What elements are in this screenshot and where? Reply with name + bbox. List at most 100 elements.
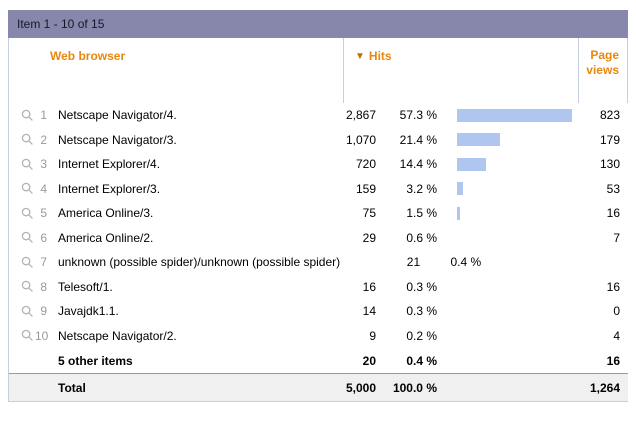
web-browser-report: Item 1 - 10 of 15 Web browser ▼ Hits Page… [8,10,628,402]
table-row: 1 Netscape Navigator/4. 2,867 57.3 % 823 [9,103,628,128]
zoom-cell [9,207,35,220]
browser-name: Internet Explorer/4. [58,157,161,172]
row-rank: 7 [40,255,47,270]
row-rank: 6 [40,230,47,245]
browser-name: Netscape Navigator/4. [58,108,177,123]
page-views-value: 130 [599,157,620,172]
total-hits-value: 5,000 [345,380,376,395]
browser-name: Telesoft/1. [58,279,113,294]
magnifier-icon[interactable] [21,329,34,342]
browser-name: unknown (possible spider)/unknown (possi… [58,255,341,270]
row-rank: 9 [40,304,47,319]
browser-name: America Online/2. [58,230,154,245]
magnifier-icon[interactable] [21,207,34,220]
row-rank: 3 [40,157,47,172]
magnifier-icon[interactable] [21,133,34,146]
table-row: 7 unknown (possible spider)/unknown (pos… [9,250,628,275]
table-row: 3 Internet Explorer/4. 720 14.4 % 130 [9,152,628,177]
hits-value: 16 [362,279,376,294]
hits-percent: 0.2 % [406,328,437,343]
hits-value: 1,070 [345,132,376,147]
zoom-cell [9,280,35,293]
table-row: 10 Netscape Navigator/2. 9 0.2 % 4 [9,324,628,349]
hits-bar [457,108,572,122]
column-header-web-browser[interactable]: Web browser [50,49,126,63]
browser-name: Netscape Navigator/2. [58,328,177,343]
page-views-value: 16 [606,206,620,221]
zoom-cell [9,329,35,342]
total-label: Total [58,380,86,395]
hits-bar [457,133,500,147]
hits-percent: 0.3 % [406,304,437,319]
column-divider [578,38,579,103]
row-rank: 4 [40,181,47,196]
browser-name: America Online/3. [58,206,154,221]
magnifier-icon[interactable] [21,158,34,171]
page-views-value: 16 [606,279,620,294]
table-row: 6 America Online/2. 29 0.6 % 7 [9,226,628,251]
hits-value: 21 [406,255,421,270]
pagination-text: Item 1 - 10 of 15 [17,17,105,31]
zoom-cell [9,305,35,318]
column-divider [627,38,628,103]
hits-bar [457,206,460,220]
page-views-value: 16 [606,353,620,368]
report-table: Web browser ▼ Hits Page views 1 Netscape … [8,38,628,402]
magnifier-icon[interactable] [21,231,34,244]
zoom-cell [9,109,35,122]
page-views-value: 20 [622,255,636,269]
browser-name: Internet Explorer/3. [58,181,161,196]
column-header-page-views[interactable]: Page views [586,48,619,77]
magnifier-icon[interactable] [21,256,34,269]
table-row: 8 Telesoft/1. 16 0.3 % 16 [9,275,628,300]
pagination-bar: Item 1 - 10 of 15 [8,10,628,38]
hits-header-label: Hits [368,49,392,63]
table-row: 9 Javajdk1.1. 14 0.3 % 0 [9,299,628,324]
zoom-cell [9,182,35,195]
other-items-row: 5 other items 20 0.4 % 16 [9,348,628,373]
zoom-cell [9,256,35,269]
hits-value: 720 [355,157,376,172]
row-rank: 1 [40,108,47,123]
bar-cell [437,182,578,196]
table-row: 2 Netscape Navigator/3. 1,070 21.4 % 179 [9,128,628,153]
zoom-cell [9,158,35,171]
magnifier-icon[interactable] [21,280,34,293]
magnifier-icon[interactable] [21,109,34,122]
browser-name: Netscape Navigator/3. [58,132,177,147]
page-views-value: 823 [599,108,620,123]
hits-value: 20 [362,353,376,368]
hits-percent: 21.4 % [399,132,437,147]
column-header-hits[interactable]: ▼ Hits [355,49,392,63]
total-row: Total 5,000 100.0 % 1,264 [9,373,628,401]
browser-name: Javajdk1.1. [58,304,119,319]
hits-bar [457,182,463,196]
hits-value: 14 [362,304,376,319]
sort-descending-icon: ▼ [355,51,365,62]
row-rank: 5 [40,206,47,221]
hits-value: 75 [362,206,376,221]
page-views-value: 0 [613,304,620,319]
total-page-views-value: 1,264 [589,380,620,395]
magnifier-icon[interactable] [21,182,34,195]
hits-percent: 0.3 % [406,279,437,294]
hits-value: 29 [362,230,376,245]
zoom-cell [9,133,35,146]
hits-percent: 0.4 % [450,255,482,270]
row-rank: 2 [40,132,47,147]
table-rows: 1 Netscape Navigator/4. 2,867 57.3 % 823… [9,103,628,348]
bar-cell [437,206,578,220]
column-divider [343,38,344,103]
hits-value: 9 [369,328,376,343]
hits-bar [457,157,486,171]
hits-value: 159 [355,181,376,196]
table-header-row: Web browser ▼ Hits Page views [9,38,628,103]
table-row: 4 Internet Explorer/3. 159 3.2 % 53 [9,177,628,202]
hits-percent: 3.2 % [406,181,437,196]
hits-percent: 0.4 % [406,353,437,368]
row-rank: 10 [35,328,49,343]
bar-cell [437,157,578,171]
hits-percent: 1.5 % [406,206,437,221]
bar-cell [437,108,578,122]
magnifier-icon[interactable] [21,305,34,318]
